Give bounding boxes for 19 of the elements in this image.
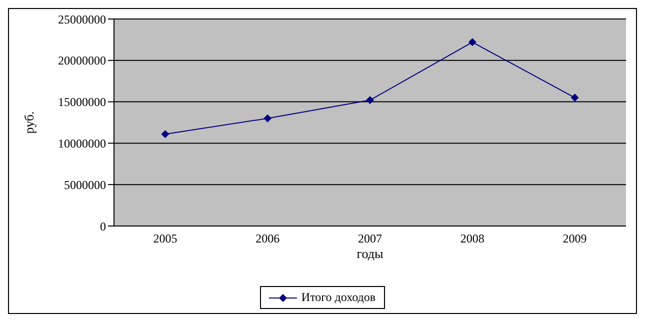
y-tick-label: 5000000 xyxy=(64,178,106,192)
point xyxy=(468,38,476,46)
point xyxy=(366,96,374,104)
point xyxy=(161,130,170,138)
y-axis-title: руб. xyxy=(22,111,37,134)
y-tick-label: 15000000 xyxy=(58,95,106,110)
y-tick-label: 25000000 xyxy=(58,12,106,26)
point xyxy=(570,94,579,102)
point xyxy=(264,114,272,122)
x-tick-label: 2005 xyxy=(153,232,178,246)
x-tick-label: 2009 xyxy=(562,232,587,246)
y-tick-label: 0 xyxy=(100,219,106,234)
x-axis-title: годы xyxy=(356,246,384,261)
x-tick-label: 2006 xyxy=(256,232,280,246)
x-tick-label: 2008 xyxy=(460,232,484,246)
y-tick-label: 20000000 xyxy=(58,54,106,68)
legend-label: Итого доходов xyxy=(300,290,376,305)
y-tick-label: 10000000 xyxy=(58,136,106,150)
x-tick-label: 2007 xyxy=(358,232,382,246)
